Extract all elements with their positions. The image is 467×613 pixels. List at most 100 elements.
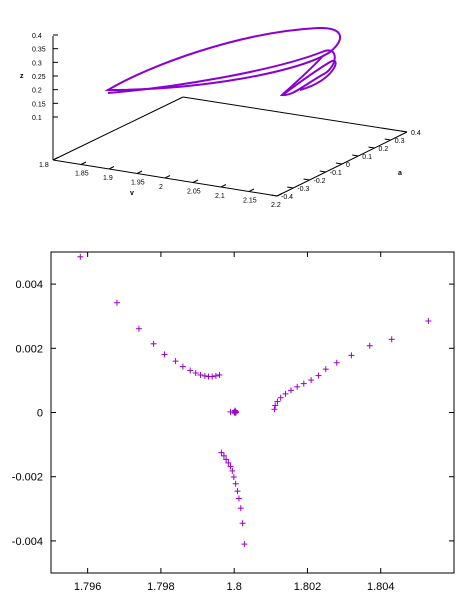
chart3d-x-tick-label: 1.8 [39, 162, 49, 169]
scatter-point [205, 373, 212, 380]
chart3d-x-tick-mark [108, 166, 115, 170]
scatter-point [271, 406, 278, 413]
scatter-x-tick-label: 1.798 [147, 581, 175, 593]
chart3d-x-tick-label: 2.15 [243, 198, 257, 205]
scatter-point [201, 372, 208, 379]
scatter-point [274, 398, 281, 405]
scatter-point [135, 325, 142, 332]
chart3d-y-tick-mark [319, 170, 326, 173]
scatter-point [235, 495, 242, 502]
scatter-point [150, 340, 157, 347]
scatter-point [234, 488, 241, 495]
chart3d-base-top-edge [182, 96, 408, 133]
scatter-x-tick-label: 1.804 [367, 581, 395, 593]
scatter-plot-frame [50, 251, 455, 574]
scatter-point [179, 363, 186, 370]
scatter-point [239, 520, 246, 527]
scatter-point [197, 371, 204, 378]
scatter-point [227, 408, 234, 415]
chart3d-x-tick-mark [136, 170, 143, 174]
chart3d-x-tick-label: 1.95 [131, 180, 145, 187]
chart3d-y-tick-label: 0.2 [379, 146, 389, 153]
scatter-point [212, 372, 219, 379]
chart3d-curve-segment [283, 59, 337, 95]
scatter-point [231, 407, 238, 414]
chart3d-base-left-edge [52, 96, 184, 161]
chart3d-y-tick-mark [384, 138, 391, 141]
scatter-y-tick-label: -0.004 [12, 536, 43, 548]
scatter-point [223, 456, 230, 463]
scatter-point [333, 359, 340, 366]
scatter-y-tick-label: 0.004 [15, 279, 43, 291]
chart3d-axes [52, 36, 408, 197]
scatter-point [220, 452, 227, 459]
chart3d-x-tick-mark [248, 188, 255, 192]
chart3d-z-tick-label: 0.3 [32, 60, 42, 67]
scatter-y-tick-label: 0 [37, 408, 43, 420]
scatter-point [308, 377, 315, 384]
scatter-point [366, 342, 373, 349]
scatter-ticks: 1.796 1.798 1.8 1.802 1.804 0.004 0.002 0 -0.002… [12, 252, 454, 593]
chart3d-y-tick-mark [287, 186, 294, 189]
chart3d-y-tick-mark [368, 146, 375, 149]
scatter-point [225, 459, 232, 466]
scatter-y-tick-label: -0.002 [12, 472, 43, 484]
chart3d-x-tick-mark [52, 157, 59, 161]
chart3d-z-tick-label: 0.1 [32, 115, 42, 122]
chart3d-y-tick-label: -0.1 [330, 170, 342, 177]
scatter-point [388, 336, 395, 343]
scatter-point [227, 463, 234, 470]
chart3d-ticks: 1.8 1.85 1.9 1.95 2 2.05 2.1 2.15 2.2-0.4 -0.3 -0.… [32, 33, 421, 209]
chart3d-x-tick-label: 1.9 [103, 175, 113, 182]
scatter-point [348, 352, 355, 359]
chart-3d-trajectory: 1.8 1.85 1.9 1.95 2 2.05 2.1 2.15 2.2-0.4 -0.3 -0.… [20, 26, 421, 209]
scatter-point [241, 541, 248, 548]
chart3d-curve-group [104, 26, 341, 97]
chart3d-xlabel: v [130, 190, 134, 197]
scatter-point [300, 380, 307, 387]
scatter-point [233, 409, 240, 416]
chart3d-z-tick-label: 0.35 [32, 47, 46, 54]
chart3d-x-tick-label: 2.1 [215, 193, 225, 200]
chart3d-x-tick-mark [164, 175, 171, 179]
scatter-x-tick-label: 1.796 [74, 581, 102, 593]
scatter-point [209, 373, 216, 380]
chart3d-zlabel: z [20, 73, 24, 80]
chart3d-ylabel: a [398, 170, 402, 177]
scatter-point [315, 372, 322, 379]
chart3d-y-tick-mark [270, 194, 278, 197]
scatter-point [161, 351, 168, 358]
chart3d-x-tick-mark [80, 161, 87, 165]
chart3d-x-tick-mark [192, 179, 199, 183]
scatter-x-tick-label: 1.8 [227, 581, 242, 593]
chart3d-y-tick-label: 0.4 [411, 130, 421, 137]
chart3d-x-tick-label: 2 [159, 184, 163, 191]
chart3d-y-tick-mark [352, 154, 359, 157]
chart3d-y-tick-mark [303, 178, 310, 181]
chart3d-curve-segment [104, 26, 341, 92]
chart3d-x-tick-label: 2.2 [271, 202, 281, 209]
scatter-point [187, 367, 194, 374]
scatter-point [287, 387, 294, 394]
chart3d-y-tick-label: -0.4 [281, 194, 293, 201]
scatter-point [172, 358, 179, 365]
chart3d-y-tick-label: -0.3 [297, 186, 309, 193]
scatter-point [237, 505, 244, 512]
scatter-point [229, 467, 236, 474]
scatter-point [231, 410, 238, 417]
chart3d-z-tick-label: 0.15 [32, 101, 46, 108]
scatter-point [282, 390, 289, 397]
scatter-point [294, 383, 301, 390]
chart3d-y-tick-label: -0.2 [314, 178, 326, 185]
chart3d-z-tick-label: 0.25 [32, 74, 46, 81]
scatter-point [216, 371, 223, 378]
chart3d-y-tick-label: 0.1 [362, 154, 372, 161]
scatter-x-tick-label: 1.802 [294, 581, 322, 593]
scatter-point [230, 474, 237, 481]
chart3d-y-tick-label: 0.3 [395, 138, 405, 145]
scatter-point [277, 394, 284, 401]
scatter-point [232, 408, 239, 415]
chart3d-x-tick-label: 1.85 [75, 171, 89, 178]
scatter-y-tick-label: 0.002 [15, 343, 43, 355]
scatter-point [322, 366, 329, 373]
